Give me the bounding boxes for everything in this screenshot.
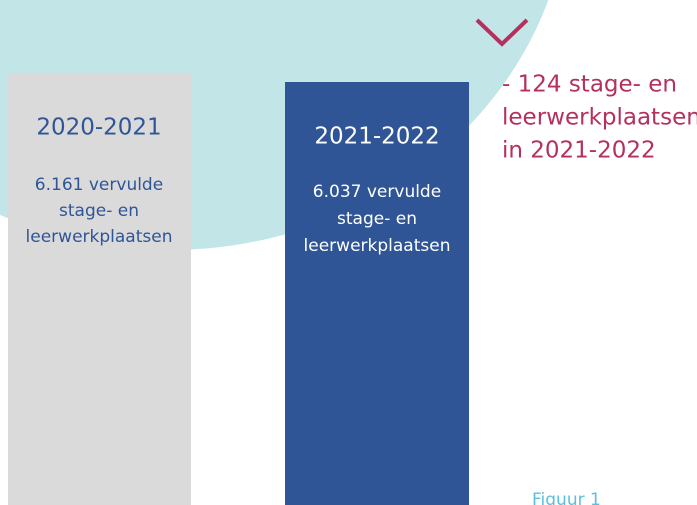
panel-2020 bbox=[8, 73, 191, 505]
difference-text: - 124 stage- en bbox=[502, 72, 677, 98]
panel-title: 2020-2021 bbox=[36, 115, 161, 141]
panel-text: leerwerkplaatsen bbox=[26, 227, 173, 247]
panel-title: 2021-2022 bbox=[314, 124, 439, 150]
caption: Figuur 1 bbox=[532, 490, 601, 505]
panel-text: 6.161 vervulde bbox=[35, 175, 163, 195]
panel-text: stage- en bbox=[59, 201, 139, 221]
panel-2021 bbox=[285, 82, 469, 505]
panel-text: stage- en bbox=[337, 209, 417, 229]
panel-text: 6.037 vervulde bbox=[313, 182, 441, 202]
difference-text: in 2021-2022 bbox=[502, 138, 656, 164]
difference-text: leerwerkplaatsen bbox=[502, 105, 697, 131]
chevron bbox=[475, 18, 529, 47]
panel-text: leerwerkplaatsen bbox=[304, 236, 451, 256]
